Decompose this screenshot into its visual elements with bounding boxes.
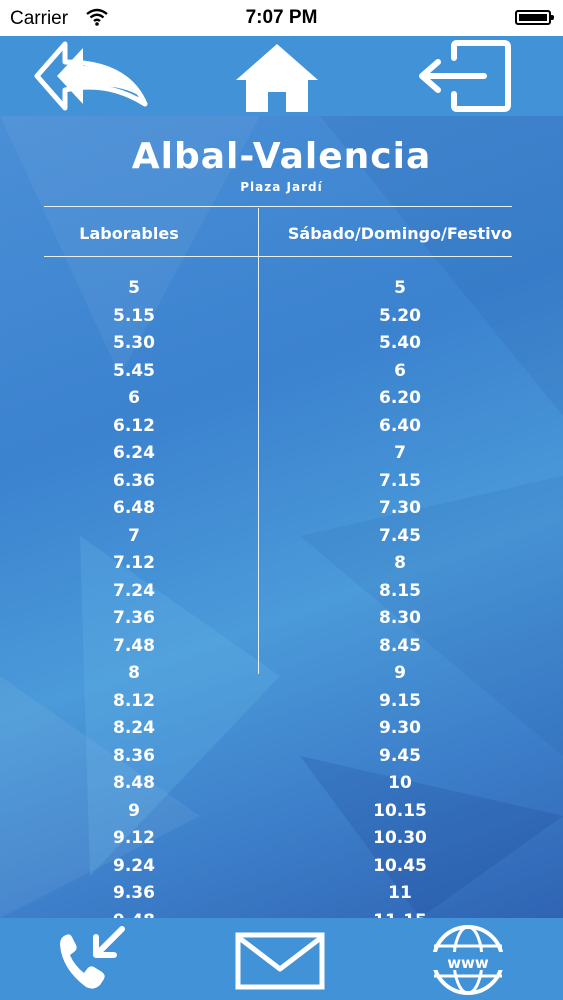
weekday-time: 9 — [128, 800, 140, 821]
weekend-time: 8.30 — [379, 608, 421, 628]
weekend-time: 7.45 — [379, 525, 421, 546]
weekend-time: 8 — [394, 553, 406, 573]
weekday-time: 6.24 — [113, 443, 155, 463]
weekday-time: 6.36 — [113, 470, 155, 491]
web-button[interactable]: www — [428, 924, 508, 996]
weekend-time: 10 — [388, 773, 412, 793]
clock: 7:07 PM — [245, 7, 318, 28]
weekend-time: 5 — [394, 278, 406, 298]
weekend-time: 5.40 — [379, 333, 421, 353]
bottom-bar: www — [0, 918, 563, 1000]
weekday-time: 7.24 — [113, 580, 155, 601]
weekend-time: 7.30 — [379, 498, 421, 518]
weekend-time: 8.45 — [379, 635, 421, 656]
weekend-time: 10.45 — [373, 855, 427, 876]
weekday-time: 5.15 — [113, 305, 155, 326]
weekend-time: 7 — [394, 443, 406, 463]
schedule-panel: Albal-Valencia Plaza Jardí Laborables Sá… — [0, 116, 563, 918]
weekend-time: 9.15 — [379, 690, 421, 711]
weekday-time: 7.36 — [113, 608, 155, 628]
weekend-time: 10.15 — [373, 800, 427, 821]
weekend-time: 6 — [394, 360, 406, 381]
wifi-icon — [86, 8, 108, 26]
weekend-time: 9 — [394, 663, 406, 683]
weekend-time: 11 — [388, 883, 412, 903]
battery-icon — [515, 10, 554, 25]
mail-icon — [235, 932, 325, 990]
weekend-time: 9.45 — [379, 745, 421, 766]
weekend-time: 5.20 — [379, 305, 421, 326]
background-pattern — [0, 116, 563, 918]
weekday-time: 5 — [128, 278, 140, 298]
call-button[interactable] — [52, 924, 132, 996]
weekday-time: 8.48 — [113, 773, 155, 793]
stop-name: Plaza Jardí — [240, 180, 323, 194]
home-icon — [236, 44, 318, 112]
weekday-times: 5 5.15 5.30 5.45 6 6.12 6.24 6.36 6.48 7 7.12 7.24 7… — [84, 278, 184, 918]
column-header-weekday: Laborables — [79, 224, 179, 243]
column-header-weekend: Sábado/Domingo/Festivo — [287, 224, 513, 243]
weekend-time: 11.15 — [350, 911, 450, 918]
weekday-time: 6.48 — [113, 498, 155, 518]
back-icon — [34, 41, 148, 111]
weekday-time: 9.12 — [113, 828, 155, 848]
web-globe-icon: www — [430, 925, 506, 995]
weekday-time: 9.36 — [113, 883, 155, 903]
carrier-label: Carrier — [10, 8, 69, 29]
weekend-time: 6.40 — [379, 415, 421, 436]
weekday-time: 7 — [128, 525, 140, 546]
weekday-time: 6.12 — [113, 415, 155, 436]
phone-call-icon — [60, 926, 125, 989]
route-title: Albal-Valencia — [131, 136, 432, 177]
weekend-time: 7.15 — [379, 470, 421, 491]
svg-text:www: www — [447, 954, 489, 972]
weekday-time: 8.24 — [113, 718, 155, 738]
weekend-time: 6.20 — [379, 388, 421, 408]
weekday-time: 6 — [128, 388, 140, 408]
weekday-time: 7.48 — [113, 635, 155, 656]
weekend-time: 10.30 — [373, 828, 427, 848]
exit-button[interactable] — [414, 40, 514, 112]
weekday-time: 9.48 — [84, 911, 184, 918]
mail-button[interactable] — [234, 924, 326, 996]
weekend-time: 8.15 — [379, 580, 421, 601]
table-top-divider — [44, 206, 512, 207]
exit-icon — [419, 40, 511, 112]
header-divider — [44, 256, 512, 257]
weekday-time: 9.24 — [113, 855, 155, 876]
weekday-time: 8.36 — [113, 745, 155, 766]
weekday-time: 7.12 — [113, 553, 155, 573]
weekday-time: 5.30 — [113, 333, 155, 353]
status-bar: Carrier 7:07 PM — [0, 0, 563, 36]
weekend-times: 5 5.20 5.40 6 6.20 6.40 7 7.15 7.30 7.45 8 8.15 8.30… — [350, 278, 450, 918]
weekday-time: 8 — [128, 663, 140, 683]
home-button[interactable] — [232, 40, 322, 112]
weekend-time: 9.30 — [379, 718, 421, 738]
weekday-time: 8.12 — [113, 690, 155, 711]
column-divider — [258, 208, 259, 674]
weekday-time: 5.45 — [113, 360, 155, 381]
back-button[interactable] — [30, 40, 150, 112]
top-nav-bar — [0, 36, 563, 116]
